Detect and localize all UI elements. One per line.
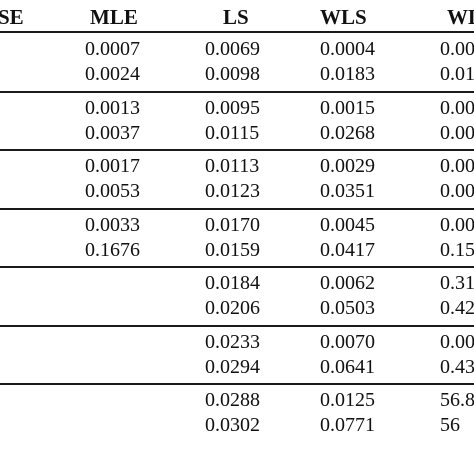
wl-cell: 0.31	[440, 272, 474, 294]
wls-cell: 0.0417	[320, 238, 375, 261]
wl-cell: 0.00	[440, 121, 474, 144]
wls-cell: 0.0503	[320, 297, 375, 319]
wls-cell: 0.0641	[320, 355, 375, 378]
wl-cell: 0.00	[440, 213, 474, 236]
mle-cell: 0.0024	[85, 63, 140, 85]
ls-cell: 0.0095	[205, 96, 260, 119]
header-mle: MLE	[90, 5, 138, 29]
mle-cell: 0.0007	[85, 38, 140, 60]
wl-cell: 0.01	[440, 63, 474, 85]
group-divider	[0, 266, 474, 268]
wls-cell: 0.0015	[320, 96, 375, 119]
wl-cell: 0.15	[440, 238, 474, 261]
header-ls: LS	[223, 5, 249, 29]
wls-cell: 0.0125	[320, 389, 375, 411]
wls-cell: 0.0070	[320, 330, 375, 353]
group-divider	[0, 383, 474, 385]
ls-cell: 0.0098	[205, 63, 260, 85]
ls-cell: 0.0302	[205, 414, 260, 436]
ls-cell: 0.0115	[205, 121, 260, 144]
wls-cell: 0.0771	[320, 414, 375, 436]
mle-cell: 0.0037	[85, 121, 140, 144]
ls-cell: 0.0294	[205, 355, 260, 378]
ls-cell: 0.0233	[205, 330, 260, 353]
group-divider	[0, 207, 474, 210]
header-rule	[0, 31, 474, 33]
group-divider	[0, 90, 474, 93]
wls-cell: 0.0351	[320, 180, 375, 202]
header-wls: WLS	[320, 5, 367, 29]
mle-cell: 0.0017	[85, 155, 140, 177]
ls-cell: 0.0184	[205, 272, 260, 294]
header-wl: WL	[447, 5, 474, 29]
wl-cell: 0.43	[440, 355, 474, 378]
wls-cell: 0.0183	[320, 63, 375, 85]
ls-cell: 0.0113	[205, 155, 260, 177]
wl-cell: 56.8	[440, 389, 474, 411]
mle-cell: 0.0053	[85, 180, 140, 202]
ls-cell: 0.0159	[205, 238, 260, 261]
mle-cell: 0.0013	[85, 96, 140, 119]
mle-cell: 0.1676	[85, 238, 140, 261]
group-divider	[0, 324, 474, 327]
wls-cell: 0.0029	[320, 155, 375, 177]
ls-cell: 0.0123	[205, 180, 260, 202]
wls-cell: 0.0268	[320, 121, 375, 144]
mle-cell: 0.0033	[85, 213, 140, 236]
wl-cell: 0.42	[440, 297, 474, 319]
ls-cell: 0.0170	[205, 213, 260, 236]
header-se: SE	[0, 5, 24, 29]
wls-cell: 0.0045	[320, 213, 375, 236]
ls-cell: 0.0206	[205, 297, 260, 319]
group-divider	[0, 149, 474, 151]
wls-cell: 0.0004	[320, 38, 375, 60]
wl-cell: 56	[440, 414, 460, 436]
wl-cell: 0.00	[440, 155, 474, 177]
wl-cell: 0.00	[440, 96, 474, 119]
ls-cell: 0.0069	[205, 38, 260, 60]
ls-cell: 0.0288	[205, 389, 260, 411]
wl-cell: 0.00	[440, 330, 474, 353]
wl-cell: 0.00	[440, 180, 474, 202]
wl-cell: 0.00	[440, 38, 474, 60]
wls-cell: 0.0062	[320, 272, 375, 294]
